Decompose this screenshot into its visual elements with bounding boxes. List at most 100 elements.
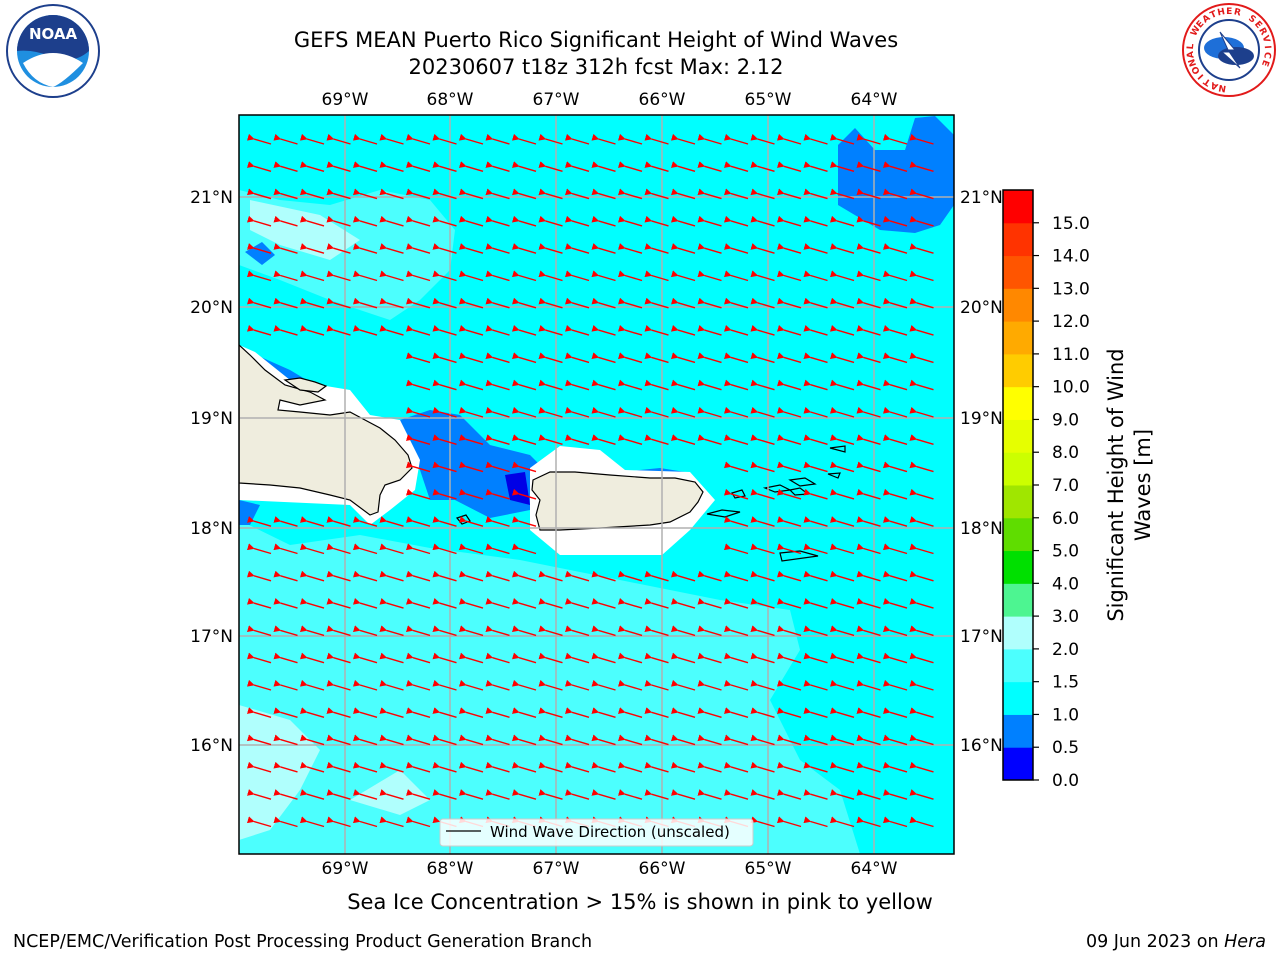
wind-wave-arrow [458, 679, 484, 691]
wind-wave-arrow [379, 543, 404, 555]
nws-ring-letter: E [1226, 7, 1232, 17]
wind-wave-arrow [803, 597, 828, 609]
wind-wave-arrow [856, 352, 881, 364]
land-vieques [706, 509, 741, 518]
wind-wave-arrow [909, 488, 934, 500]
wave-field-low-center [350, 770, 430, 815]
wind-wave-arrow [485, 707, 510, 718]
wind-wave-arrow [829, 652, 855, 664]
wind-wave-arrow [273, 133, 298, 145]
lat-label-left: 20°N [190, 298, 233, 318]
wind-wave-arrow [564, 188, 590, 200]
wind-wave-arrow [776, 789, 802, 800]
wind-wave-arrow [856, 488, 881, 500]
wind-wave-arrow [803, 243, 828, 254]
wind-wave-arrow [299, 133, 325, 145]
wind-wave-arrow [909, 597, 934, 609]
wave-field-blue-hispaniola-north [245, 350, 320, 392]
wind-wave-arrow [405, 406, 431, 418]
wind-wave-arrow [352, 734, 378, 746]
wind-wave-arrow [803, 789, 828, 800]
wind-wave-arrow [617, 761, 643, 773]
wind-wave-arrow [458, 215, 484, 227]
wind-wave-arrow [538, 597, 563, 609]
wind-wave-arrow [882, 597, 908, 609]
wind-wave-arrow [909, 816, 934, 828]
wind-wave-arrow [511, 761, 537, 773]
wind-wave-arrow [432, 406, 457, 418]
wind-wave-arrow [405, 352, 431, 364]
wind-wave-arrow [458, 270, 484, 282]
wind-wave-arrow [670, 570, 696, 582]
wind-wave-arrow [670, 406, 696, 418]
colorbar-frame [1002, 189, 1034, 781]
colorbar-tick-label: 0.0 [1052, 771, 1079, 791]
wind-wave-arrow [909, 461, 934, 473]
wind-wave-arrow [591, 625, 616, 637]
wind-wave-arrow [538, 816, 563, 828]
land-anegada [827, 472, 841, 479]
lat-label-right: 19°N [960, 409, 1003, 429]
wind-wave-arrow [723, 789, 749, 800]
wind-wave-arrow [352, 707, 378, 718]
wind-wave-arrow [485, 461, 510, 473]
wind-wave-arrow [564, 570, 590, 582]
wind-wave-arrow [803, 352, 828, 364]
wind-wave-arrow [352, 324, 378, 336]
wind-wave-arrow [750, 133, 775, 145]
colorbar-tick-label: 1.5 [1052, 673, 1079, 693]
wind-wave-arrow [829, 761, 855, 773]
wind-wave-arrow [326, 570, 351, 582]
wind-wave-arrow [458, 324, 484, 336]
wind-wave-arrow [458, 789, 484, 800]
wind-wave-arrow [299, 188, 325, 200]
wind-wave-arrow [882, 434, 908, 445]
wind-wave-arrow [485, 406, 510, 418]
wind-wave-arrow [617, 625, 643, 637]
wind-wave-arrow [803, 734, 828, 746]
coastal-mask-puerto-rico [530, 446, 715, 555]
wind-wave-arrow [564, 270, 590, 282]
wind-wave-arrow [882, 133, 908, 145]
vector-legend-label: Wind Wave Direction (unscaled) [490, 823, 730, 841]
wind-wave-arrow [246, 652, 272, 664]
wave-field-blue-southwest [239, 500, 260, 525]
wind-wave-arrow [405, 543, 431, 555]
wind-wave-arrow [882, 215, 908, 227]
wind-wave-arrow [485, 379, 510, 391]
wind-wave-arrow [750, 352, 775, 364]
map-grid [239, 115, 954, 854]
wind-wave-arrow [246, 734, 272, 746]
wind-wave-arrow [882, 652, 908, 664]
wind-wave-arrow [829, 570, 855, 582]
wind-wave-arrow [352, 188, 378, 200]
wind-wave-arrow [246, 761, 272, 773]
wind-wave-arrow [352, 243, 378, 254]
wind-wave-arrow [829, 734, 855, 746]
wind-wave-arrow [458, 652, 484, 664]
wind-wave-arrow [352, 270, 378, 282]
wind-wave-arrow [326, 516, 351, 527]
wind-wave-arrow [352, 652, 378, 664]
colorbar-label-line1: Significant Height of Wind [1104, 348, 1128, 621]
wind-wave-arrow [564, 761, 590, 773]
colorbar-segment [1003, 648, 1033, 683]
wind-wave-arrow [273, 761, 298, 773]
land-virgin-gorda [788, 487, 810, 496]
wind-wave-arrow [909, 324, 934, 336]
wind-wave-arrow [829, 161, 855, 172]
wind-wave-arrow [803, 461, 828, 473]
wind-wave-arrow [326, 297, 351, 309]
wind-wave-arrow [803, 652, 828, 664]
footer-branch: NCEP/EMC/Verification Post Processing Pr… [13, 932, 593, 952]
lon-label-top: 69°W [322, 90, 369, 110]
wind-wave-arrow [538, 379, 563, 391]
wind-wave-arrow [591, 679, 616, 691]
wind-wave-arrow [591, 816, 616, 828]
wind-wave-arrow [909, 679, 934, 691]
wind-wave-arrow [273, 543, 298, 555]
wind-wave-arrow [856, 324, 881, 336]
wind-wave-arrow [697, 324, 722, 336]
wind-wave-arrow [485, 297, 510, 309]
wind-wave-arrow [909, 133, 934, 145]
